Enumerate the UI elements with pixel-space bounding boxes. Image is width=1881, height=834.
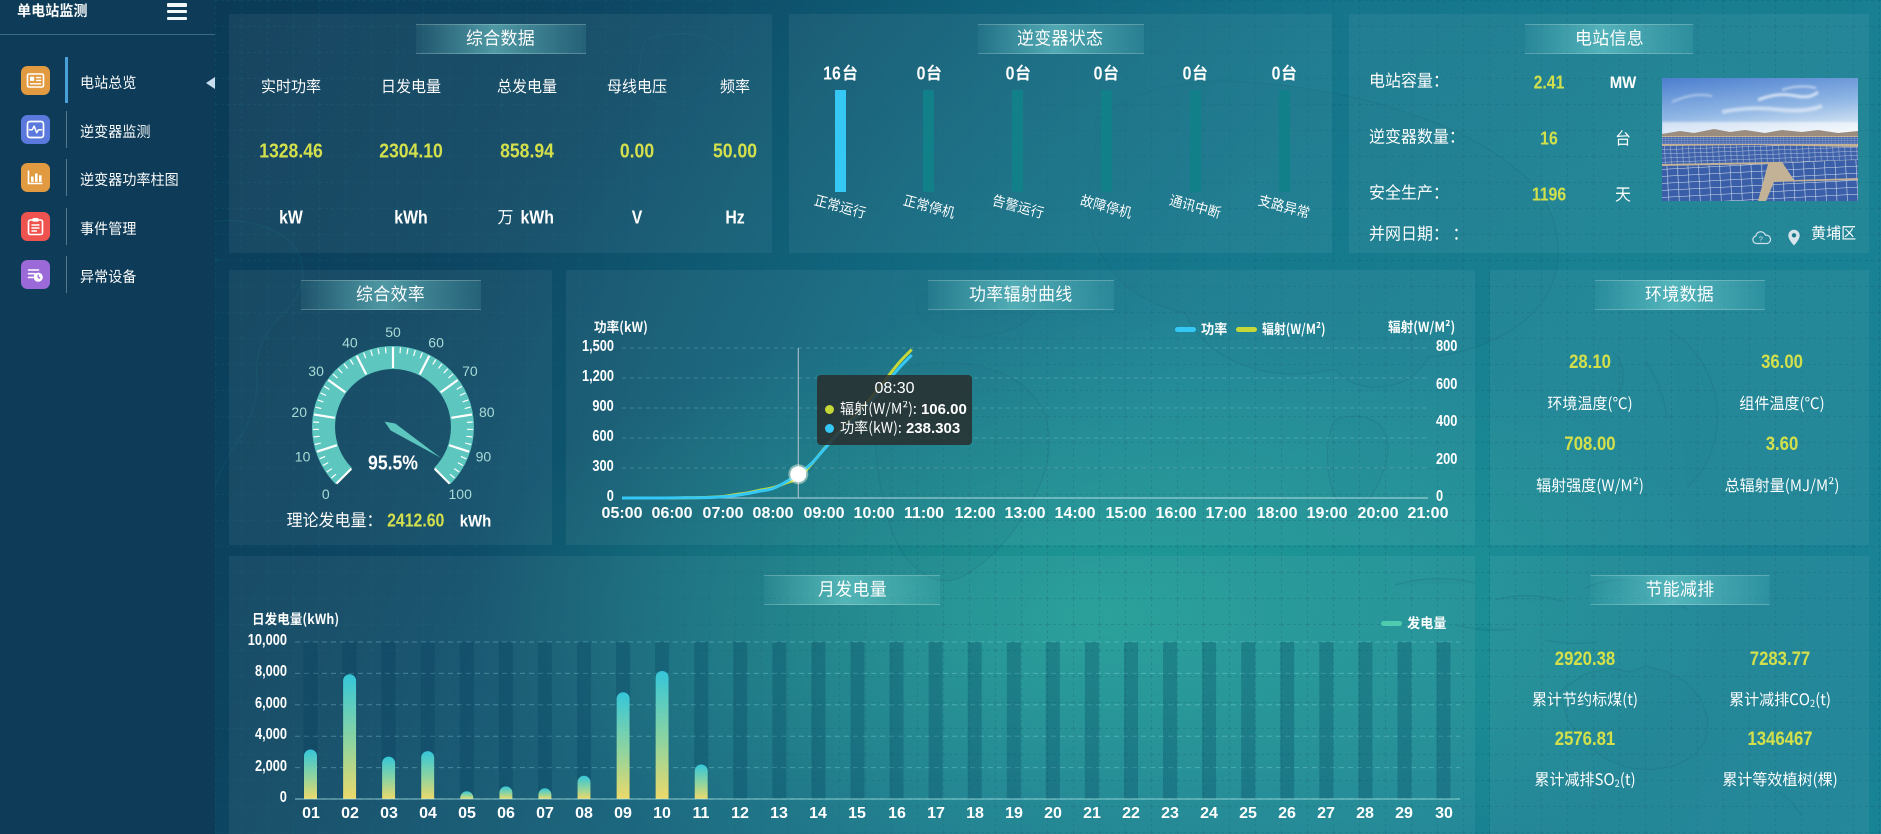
svg-text:80: 80 — [479, 404, 495, 420]
svg-text:30: 30 — [308, 363, 324, 379]
svg-text:10: 10 — [295, 448, 311, 464]
svg-text:20: 20 — [291, 404, 307, 420]
svg-text:0: 0 — [322, 486, 330, 502]
svg-text:100: 100 — [449, 486, 473, 502]
svg-text:50: 50 — [385, 324, 401, 340]
svg-text:40: 40 — [342, 334, 358, 350]
svg-text:70: 70 — [462, 363, 478, 379]
svg-text:60: 60 — [428, 334, 444, 350]
svg-text:90: 90 — [476, 448, 492, 464]
svg-text:?: ? — [1759, 235, 1763, 244]
